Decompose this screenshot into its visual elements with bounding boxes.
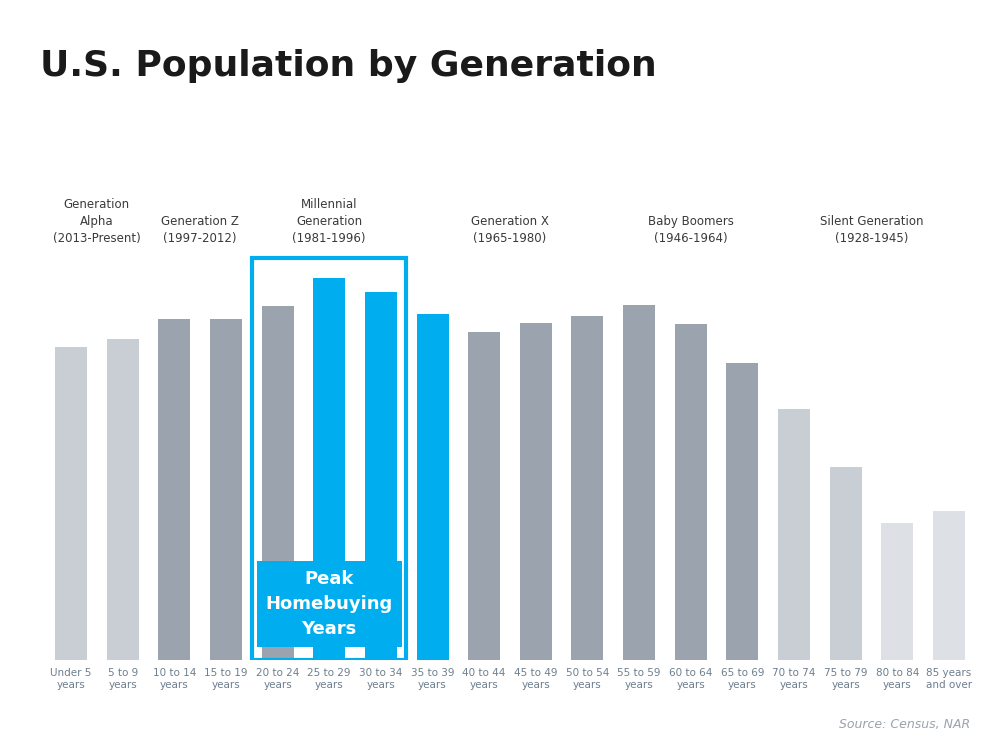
Text: 45 to 49
years: 45 to 49 years — [514, 668, 558, 691]
Text: 20 to 24
years: 20 to 24 years — [256, 668, 299, 691]
Text: 35 to 39
years: 35 to 39 years — [411, 668, 454, 691]
Bar — [262, 307, 294, 660]
Text: Peak
Homebuying
Years: Peak Homebuying Years — [266, 570, 393, 638]
Text: 15 to 19
years: 15 to 19 years — [204, 668, 248, 691]
Bar — [778, 410, 810, 660]
Text: Baby Boomers
(1946-1964): Baby Boomers (1946-1964) — [648, 215, 734, 245]
Text: U.S. Population by Generation: U.S. Population by Generation — [40, 49, 657, 82]
Bar — [252, 258, 406, 660]
Bar — [252, 258, 406, 660]
Bar — [107, 338, 139, 660]
Text: 50 to 54
years: 50 to 54 years — [566, 668, 609, 691]
Text: 10 to 14
years: 10 to 14 years — [153, 668, 196, 691]
Bar — [313, 278, 345, 660]
Bar — [365, 292, 397, 660]
Text: 30 to 34
years: 30 to 34 years — [359, 668, 403, 691]
Text: 60 to 64
years: 60 to 64 years — [669, 668, 712, 691]
Bar — [417, 314, 449, 660]
Bar — [623, 304, 655, 660]
Bar — [468, 332, 500, 660]
Bar — [726, 363, 758, 660]
Text: 5 to 9
years: 5 to 9 years — [108, 668, 138, 691]
Bar — [830, 467, 862, 660]
Bar — [520, 322, 552, 660]
Text: 55 to 59
years: 55 to 59 years — [617, 668, 661, 691]
Bar — [365, 292, 397, 660]
Text: Generation Z
(1997-2012): Generation Z (1997-2012) — [161, 215, 239, 245]
Bar — [262, 307, 294, 660]
Bar — [933, 511, 965, 660]
Bar — [313, 278, 345, 660]
Text: 85 years
and over: 85 years and over — [926, 668, 972, 691]
Text: 40 to 44
years: 40 to 44 years — [462, 668, 506, 691]
Text: 75 to 79
years: 75 to 79 years — [824, 668, 867, 691]
Text: Generation X
(1965-1980): Generation X (1965-1980) — [471, 215, 549, 245]
Text: 25 to 29
years: 25 to 29 years — [307, 668, 351, 691]
Text: Silent Generation
(1928-1945): Silent Generation (1928-1945) — [820, 215, 923, 245]
Bar — [158, 320, 190, 660]
Text: Source: Census, NAR: Source: Census, NAR — [839, 718, 970, 731]
Text: Generation
Alpha
(2013-Present): Generation Alpha (2013-Present) — [53, 198, 141, 245]
Text: Under 5
years: Under 5 years — [50, 668, 92, 691]
Bar — [675, 324, 707, 660]
Bar — [571, 316, 603, 660]
Text: 65 to 69
years: 65 to 69 years — [721, 668, 764, 691]
Text: 80 to 84
years: 80 to 84 years — [876, 668, 919, 691]
Text: Millennial
Generation
(1981-1996): Millennial Generation (1981-1996) — [292, 198, 366, 245]
Bar — [55, 346, 87, 660]
Bar — [210, 320, 242, 660]
Text: 70 to 74
years: 70 to 74 years — [772, 668, 816, 691]
Bar — [881, 524, 913, 660]
